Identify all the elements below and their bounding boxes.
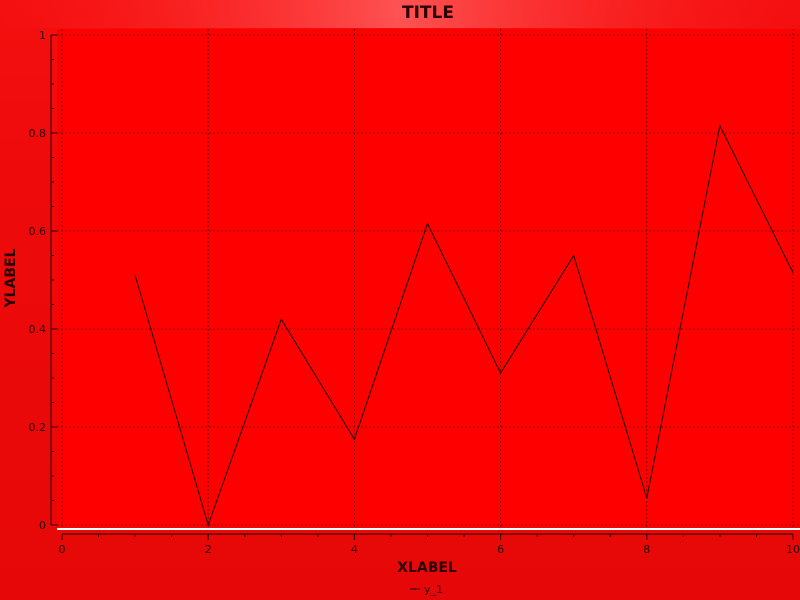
chart-title: TITLE [402,3,454,23]
plot-area [57,29,800,529]
x-axis-label: XLABEL [397,560,457,576]
legend: y_1 [410,583,443,596]
y-tick-label: 1 [39,29,46,42]
x-tick-label: 0 [59,543,66,556]
x-tick-label: 4 [351,543,358,556]
title-band [0,0,800,28]
x-tick-label: 8 [643,543,650,556]
ticks: 00.20.40.60.810 2 4 6 8 10 [29,29,800,556]
x-tick-label: 6 [497,543,504,556]
grid [57,29,800,529]
x-tick-label: 2 [205,543,212,556]
y-tick-label: 0.8 [29,127,47,140]
legend-label-y_1: y_1 [424,583,443,596]
y-tick-label: 0.4 [29,323,47,336]
y-axis-label: YLABEL [3,248,19,308]
series-layer [134,124,794,527]
y-tick-label: 0 [39,519,46,532]
x-tick-label: 10 [786,543,800,556]
y-tick-label: 0.2 [29,421,47,434]
y-tick-label: 0.6 [29,225,47,238]
series-line-y_1 [134,124,794,527]
